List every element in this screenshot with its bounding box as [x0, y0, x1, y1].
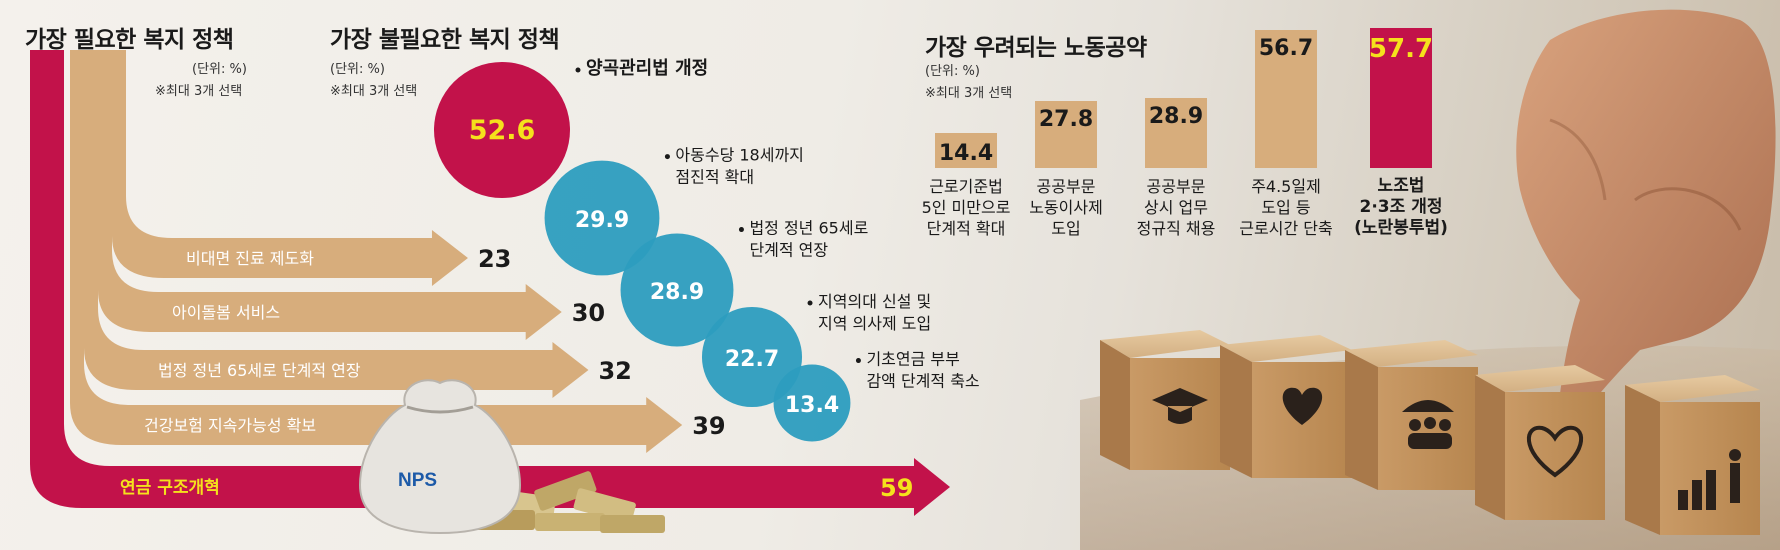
unneeded-label-4-0: 기초연금 부부	[866, 350, 959, 369]
labor-note: ※최대 3개 선택	[925, 86, 1013, 101]
labor-label-2-2: 정규직 채용	[1136, 219, 1216, 238]
unneeded-bubble-4	[773, 364, 851, 442]
unneeded-label-4-1: 감액 단계적 축소	[866, 372, 979, 391]
labor-value-4: 57.7	[1368, 34, 1434, 64]
labor-label-0-1: 5인 미만으로	[921, 198, 1011, 217]
needed-label-0: 비대면 진료 제도화	[186, 249, 314, 268]
labor-value-2: 28.9	[1148, 104, 1204, 129]
labor-label-3-2: 근로시간 단축	[1239, 219, 1333, 238]
unneeded-bubble-1	[544, 160, 660, 276]
needed-value-2: 32	[598, 357, 631, 385]
labor-label-1-2: 도입	[1051, 219, 1081, 238]
block-graduation	[1100, 330, 1230, 470]
unneeded-bullet-4	[855, 358, 861, 364]
needed-label-3: 건강보험 지속가능성 확보	[144, 416, 316, 435]
unneeded-label-2-1: 단계적 연장	[749, 241, 828, 260]
unneeded-bullet-0	[575, 67, 581, 73]
needed-arrows-chart: 비대면 진료 제도화 23 아이돌봄 서비스 30 법정 정년 65세로 단계적 연장 3…	[30, 50, 950, 516]
needed-arrow-3	[70, 50, 683, 453]
unneeded-label-3-1: 지역 의사제 도입	[818, 314, 931, 333]
needed-arrow-2	[84, 50, 589, 398]
unneeded-value-4: 13.4	[785, 393, 839, 418]
labor-value-3: 56.7	[1258, 36, 1314, 61]
labor-title: 가장 우려되는 노동공약	[925, 35, 1147, 61]
labor-value-0: 14.4	[938, 141, 994, 166]
needed-arrow-1	[98, 50, 562, 340]
background-photo	[1080, 9, 1780, 550]
unneeded-note: ※최대 3개 선택	[330, 84, 418, 99]
needed-label-1: 아이돌봄 서비스	[172, 303, 280, 322]
unneeded-bullet-1	[664, 154, 670, 160]
unneeded-label-0-0: 양곡관리법 개정	[586, 58, 708, 79]
labor-label-4-0: 노조법	[1377, 176, 1425, 196]
unneeded-bubble-3	[701, 306, 803, 408]
labor-label-2-1: 상시 업무	[1144, 198, 1208, 217]
labor-bar-0	[935, 133, 997, 168]
labor-value-1: 27.8	[1038, 107, 1094, 132]
block-family	[1345, 340, 1478, 490]
unneeded-bubble-2	[620, 233, 734, 347]
labor-label-1-1: 노동이사제	[1029, 198, 1103, 217]
labor-label-0-0: 근로기준법	[929, 177, 1003, 196]
unneeded-bubble-0	[434, 62, 570, 198]
block-health	[1220, 335, 1352, 478]
unneeded-value-1: 29.9	[575, 208, 629, 233]
block-pension	[1625, 375, 1760, 535]
needed-arrow-0	[112, 50, 468, 286]
labor-label-4-2: (노란봉투법)	[1354, 218, 1448, 238]
needed-value-1: 30	[572, 299, 605, 327]
needed-label-4: 연금 구조개혁	[120, 477, 220, 498]
unneeded-label-1-1: 점진적 확대	[675, 168, 754, 187]
labor-label-2-0: 공공부문	[1146, 177, 1206, 196]
needed-arrow-4	[30, 50, 950, 516]
labor-label-3-1: 도입 등	[1261, 198, 1311, 217]
unneeded-label-2-0: 법정 정년 65세로	[749, 219, 868, 238]
unneeded-bullet-3	[807, 300, 813, 306]
needed-value-3: 39	[692, 412, 725, 440]
labor-bar-1	[1035, 101, 1097, 168]
labor-label-0-2: 단계적 확대	[926, 219, 1006, 238]
labor-bar-2	[1145, 98, 1207, 168]
labor-label-3-0: 주4.5일제	[1251, 177, 1321, 196]
unneeded-label-3-0: 지역의대 신설 및	[818, 292, 931, 311]
needed-title: 가장 필요한 복지 정책	[25, 27, 234, 53]
labor-label-1-0: 공공부문	[1036, 177, 1096, 196]
unneeded-unit: (단위: %)	[330, 62, 385, 77]
unneeded-label-1-0: 아동수당 18세까지	[675, 146, 804, 165]
needed-value-0: 23	[478, 245, 511, 273]
unneeded-title: 가장 불필요한 복지 정책	[330, 27, 560, 53]
nps-logo: NPS	[398, 470, 438, 491]
unneeded-value-3: 22.7	[725, 347, 779, 372]
needed-unit: (단위: %)	[192, 62, 247, 77]
unneeded-value-0: 52.6	[469, 115, 536, 146]
nps-money-bag	[358, 379, 665, 535]
unneeded-value-2: 28.9	[650, 280, 704, 305]
needed-value-4: 59	[880, 474, 913, 502]
needed-label-2: 법정 정년 65세로 단계적 연장	[158, 361, 361, 380]
labor-bar-3	[1255, 30, 1317, 168]
needed-note: ※최대 3개 선택	[155, 84, 243, 99]
labor-label-4-1: 2·3조 개정	[1359, 197, 1443, 217]
labor-bar-4	[1370, 28, 1432, 168]
unneeded-bullet-2	[738, 227, 744, 233]
block-heart-people	[1475, 365, 1605, 520]
labor-unit: (단위: %)	[925, 64, 980, 79]
